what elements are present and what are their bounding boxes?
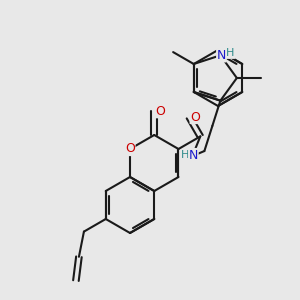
- Text: O: O: [190, 110, 200, 124]
- Text: N: N: [189, 148, 198, 162]
- Text: O: O: [155, 105, 165, 118]
- Text: H: H: [226, 48, 235, 58]
- Text: O: O: [125, 142, 135, 155]
- Text: H: H: [181, 150, 190, 160]
- Text: N: N: [217, 49, 226, 62]
